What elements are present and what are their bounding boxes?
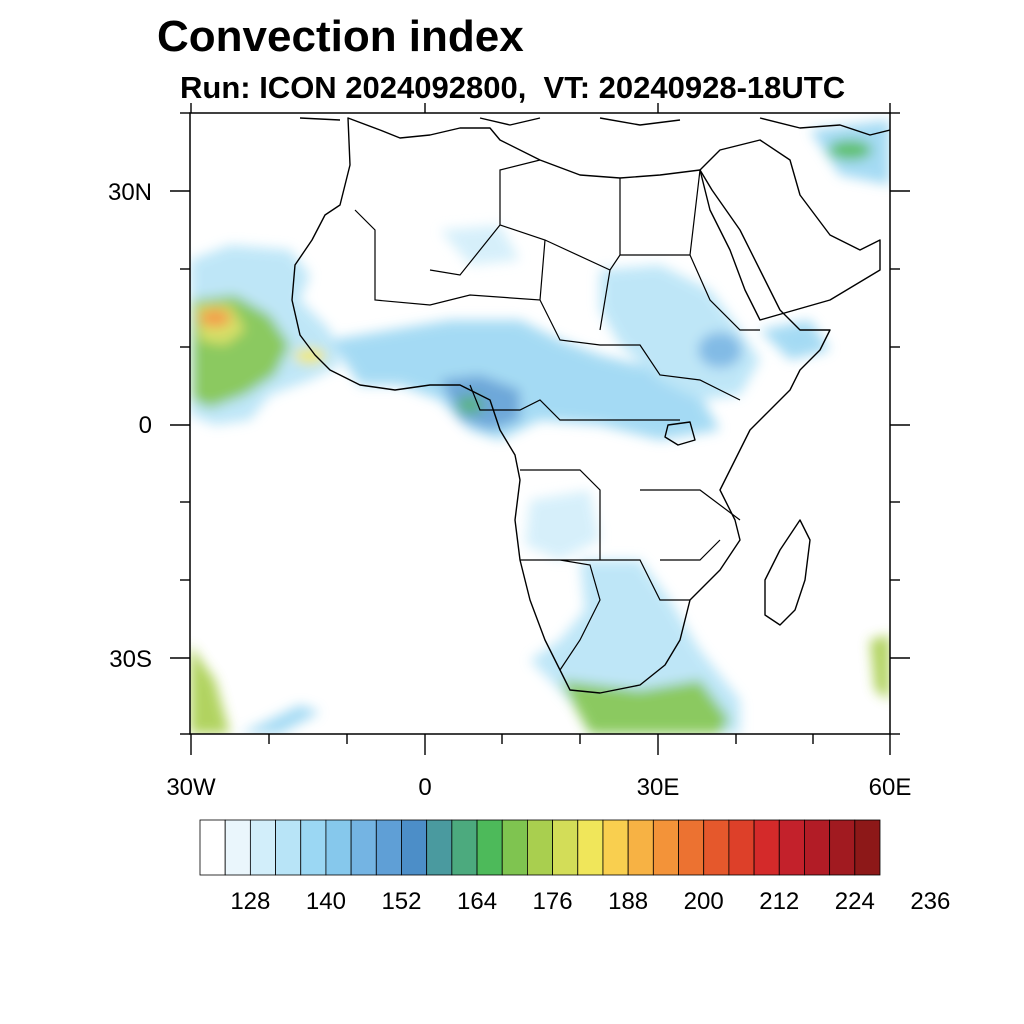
colorbar-box — [451, 819, 478, 876]
europe-coastline — [299, 117, 890, 136]
colorbar-box — [527, 819, 553, 876]
map-title: Convection index — [157, 12, 524, 61]
convection-cell-turkey — [828, 140, 872, 160]
convection-area-angola — [525, 490, 600, 560]
colorbar-box — [501, 819, 528, 876]
colorbar-box — [753, 819, 780, 876]
lon-label-30w: 30W — [166, 774, 216, 801]
colorbar-label: 176 — [532, 888, 573, 915]
colorbar-box — [577, 819, 604, 876]
colorbar-box — [199, 819, 226, 876]
colorbar-box — [375, 819, 402, 876]
convection-area-sw-corner — [190, 645, 230, 734]
axis-ticks — [170, 103, 910, 755]
lon-label-30e: 30E — [636, 774, 680, 801]
colorbar-box — [678, 819, 705, 876]
colorbar-box — [325, 819, 352, 876]
convection-area-sw-streak — [240, 705, 320, 734]
colorbar-box — [249, 819, 276, 876]
convection-area-sahel — [330, 320, 720, 440]
colorbar-label: 188 — [608, 888, 649, 915]
colorbar-label: 152 — [381, 888, 422, 915]
convection-area-south-coast — [560, 680, 730, 734]
colorbar-box — [703, 819, 730, 876]
colorbar-label: 212 — [759, 888, 800, 915]
border-lines — [354, 159, 760, 671]
convection-area-sahara — [440, 225, 520, 265]
lat-label-0: 0 — [138, 412, 152, 439]
colorbar-label: 224 — [834, 888, 875, 915]
colorbar-box — [476, 819, 503, 876]
lat-label-30s: 30S — [109, 646, 152, 673]
colorbar-box — [728, 819, 755, 876]
convection-area-somalia — [760, 320, 830, 360]
madagascar-coastline — [764, 519, 811, 626]
colorbar-box — [401, 819, 428, 876]
colorbar-label: 164 — [457, 888, 498, 915]
colorbar-box — [300, 819, 327, 876]
arabia-coastline — [699, 139, 881, 321]
colorbar-label: 236 — [910, 888, 951, 915]
colorbar-box — [552, 819, 579, 876]
colorbar-label: 140 — [305, 888, 346, 915]
colorbar-box — [275, 819, 302, 876]
colorbar-box — [627, 819, 654, 876]
convection-cell-ethiopia — [698, 332, 742, 368]
map-subtitle: Run: ICON 2024092800, VT: 20240928-18UTC — [180, 70, 846, 105]
colorbar-box — [804, 819, 831, 876]
lon-label-60e: 60E — [868, 774, 912, 801]
lon-label-0: 0 — [418, 774, 432, 801]
colorbar-box — [426, 819, 453, 876]
colorbar-box — [652, 819, 679, 876]
map-frame — [189, 112, 891, 735]
colorbar-box — [224, 819, 251, 876]
country-borders — [354, 159, 760, 671]
colorbar-label: 128 — [230, 888, 271, 915]
colorbar-box — [829, 819, 856, 876]
convection-cell-cameroon — [456, 395, 484, 415]
colorbar-box — [854, 819, 881, 876]
colorbar — [199, 819, 881, 876]
convection-cell-coast — [294, 348, 326, 364]
colorbar-box — [602, 819, 629, 876]
convection-cell-max — [199, 309, 231, 327]
colorbar-box — [778, 819, 805, 876]
colorbar-box — [350, 819, 377, 876]
lake-victoria — [664, 421, 696, 446]
convection-area-se-corner — [870, 635, 890, 700]
convection-field — [190, 120, 890, 734]
colorbar-label: 200 — [683, 888, 724, 915]
lat-label-30n: 30N — [107, 179, 152, 206]
